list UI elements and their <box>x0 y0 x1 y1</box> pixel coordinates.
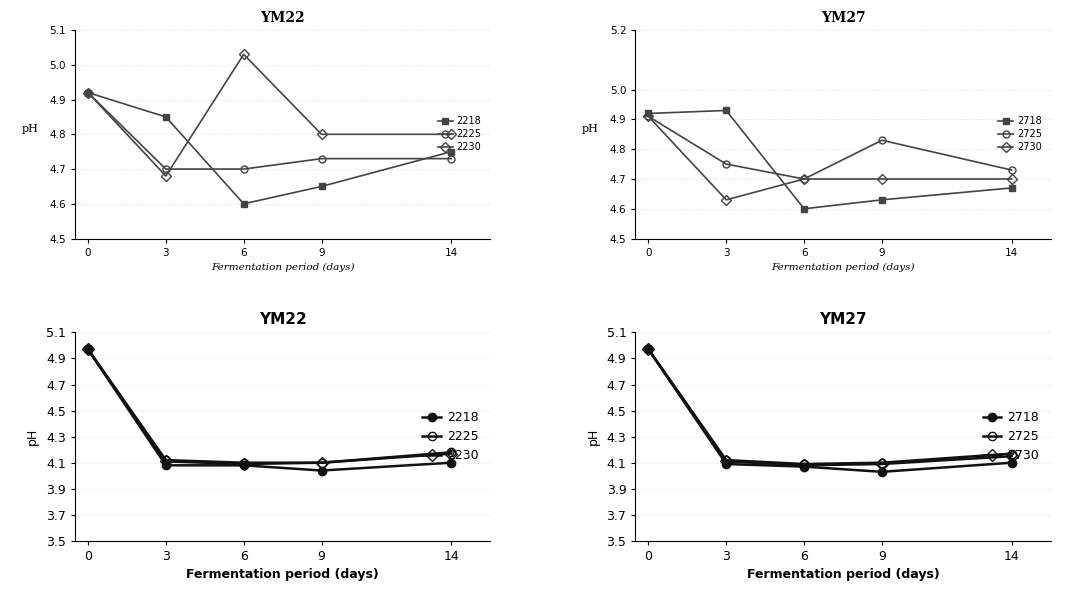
2718 <box>719 107 732 114</box>
2730 <box>719 197 732 204</box>
2730 <box>719 458 732 465</box>
Y-axis label: pH: pH <box>582 124 599 134</box>
2230 <box>445 450 458 457</box>
Line: 2725: 2725 <box>644 345 1016 468</box>
X-axis label: Fermentation period (days): Fermentation period (days) <box>187 569 379 582</box>
2730 <box>1006 175 1018 183</box>
2218 <box>237 462 250 469</box>
2225 <box>81 89 94 96</box>
2225 <box>315 155 328 162</box>
2730 <box>642 113 655 120</box>
2725 <box>642 346 655 353</box>
X-axis label: Fermentation period (days): Fermentation period (days) <box>771 263 914 272</box>
Title: YM27: YM27 <box>821 11 865 25</box>
Title: YM22: YM22 <box>260 11 304 25</box>
2218 <box>237 200 250 207</box>
2230 <box>315 130 328 138</box>
2225 <box>445 155 458 162</box>
Line: 2718: 2718 <box>644 345 1016 476</box>
2230 <box>445 130 458 138</box>
2225 <box>81 346 94 353</box>
2218 <box>160 114 173 121</box>
Line: 2225: 2225 <box>84 345 456 467</box>
2725 <box>1006 450 1018 457</box>
X-axis label: Fermentation period (days): Fermentation period (days) <box>746 569 939 582</box>
2730 <box>876 175 889 183</box>
2730 <box>798 462 810 469</box>
2730 <box>642 346 655 353</box>
Line: 2230: 2230 <box>85 51 455 180</box>
2218 <box>315 183 328 190</box>
2225 <box>160 457 173 464</box>
2725 <box>798 175 810 183</box>
2230 <box>81 89 94 96</box>
Y-axis label: pH: pH <box>586 428 599 445</box>
2725 <box>876 136 889 144</box>
Legend: 2218, 2225, 2230: 2218, 2225, 2230 <box>417 406 483 468</box>
X-axis label: Fermentation period (days): Fermentation period (days) <box>211 263 355 272</box>
Legend: 2718, 2725, 2730: 2718, 2725, 2730 <box>978 406 1044 468</box>
2230 <box>237 50 250 58</box>
Title: YM27: YM27 <box>819 312 867 327</box>
2230 <box>315 459 328 466</box>
2718 <box>876 468 889 475</box>
Line: 2225: 2225 <box>85 89 455 172</box>
Line: 2725: 2725 <box>645 113 1015 183</box>
Y-axis label: pH: pH <box>21 124 39 134</box>
2230 <box>160 172 173 180</box>
Legend: 2218, 2225, 2230: 2218, 2225, 2230 <box>434 112 486 156</box>
2730 <box>876 460 889 468</box>
2718 <box>876 197 889 204</box>
Y-axis label: pH: pH <box>26 428 40 445</box>
2718 <box>798 463 810 470</box>
2218 <box>315 467 328 474</box>
2718 <box>719 460 732 468</box>
2718 <box>1006 185 1018 192</box>
2725 <box>719 160 732 168</box>
2718 <box>642 110 655 117</box>
Title: YM22: YM22 <box>258 312 307 327</box>
2230 <box>81 346 94 353</box>
2218 <box>81 89 94 96</box>
2725 <box>642 113 655 120</box>
2225 <box>315 459 328 466</box>
2230 <box>237 460 250 468</box>
2730 <box>1006 453 1018 460</box>
Line: 2218: 2218 <box>84 345 456 475</box>
Line: 2230: 2230 <box>84 345 456 468</box>
Line: 2730: 2730 <box>644 345 1016 469</box>
2730 <box>798 175 810 183</box>
2718 <box>1006 459 1018 466</box>
2725 <box>719 457 732 464</box>
2218 <box>445 148 458 155</box>
2230 <box>160 458 173 465</box>
2725 <box>1006 166 1018 174</box>
2225 <box>237 459 250 466</box>
2218 <box>160 462 173 469</box>
2225 <box>160 165 173 172</box>
2725 <box>798 460 810 468</box>
2225 <box>445 449 458 456</box>
Legend: 2718, 2725, 2730: 2718, 2725, 2730 <box>995 112 1045 156</box>
2718 <box>642 346 655 353</box>
2218 <box>81 346 94 353</box>
2718 <box>798 205 810 212</box>
2725 <box>876 459 889 466</box>
Line: 2218: 2218 <box>85 89 455 207</box>
Line: 2730: 2730 <box>645 113 1015 203</box>
2218 <box>445 459 458 466</box>
Line: 2718: 2718 <box>645 107 1015 212</box>
2225 <box>237 165 250 172</box>
